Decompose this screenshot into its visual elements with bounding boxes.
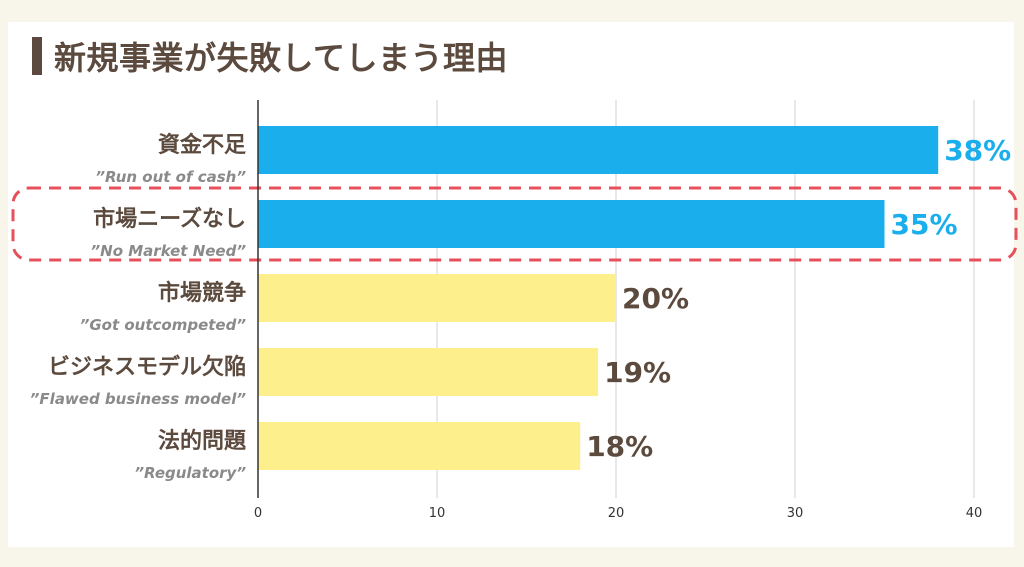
category-label-4: 法的問題 (158, 428, 247, 454)
category-sublabel-1: ”No Market Need” (91, 242, 247, 260)
category-label-3: ビジネスモデル欠陥 (48, 354, 246, 380)
category-sublabel-4: ”Regulatory” (134, 464, 246, 482)
category-sublabel-0: ”Run out of cash” (95, 168, 246, 186)
x-tick-label-30: 30 (787, 506, 804, 521)
x-tick-label-20: 20 (608, 506, 625, 521)
bar-4 (258, 422, 580, 470)
bar-2 (258, 274, 616, 322)
x-tick-label-10: 10 (429, 506, 446, 521)
bar-0 (258, 126, 938, 174)
value-label-2: 20% (622, 282, 689, 315)
value-label-1: 35% (891, 208, 958, 241)
x-tick-label-0: 0 (254, 506, 262, 521)
category-label-1: 市場ニーズなし (93, 206, 246, 232)
bar-3 (258, 348, 598, 396)
value-label-3: 19% (604, 356, 671, 389)
category-label-2: 市場競争 (158, 280, 246, 306)
category-sublabel-2: ”Got outcompeted” (80, 316, 247, 334)
category-label-0: 資金不足 (158, 132, 246, 158)
value-label-4: 18% (586, 430, 653, 463)
value-label-0: 38% (944, 134, 1011, 167)
x-tick-label-40: 40 (966, 506, 983, 521)
category-sublabel-3: ”Flawed business model” (30, 390, 247, 408)
bar-1 (258, 200, 885, 248)
